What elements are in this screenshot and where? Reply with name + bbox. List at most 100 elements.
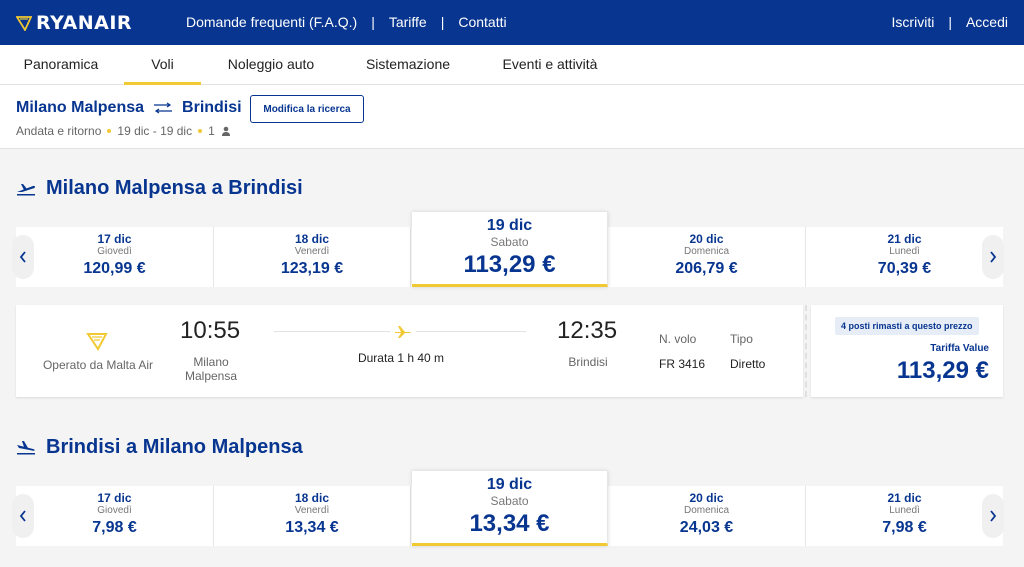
date-option[interactable]: 21 dic Lunedì 70,39 € bbox=[806, 227, 1003, 287]
weekday-label: Venerdì bbox=[294, 246, 330, 257]
weekday-label: Sabato bbox=[490, 494, 529, 508]
departure-time: 10:55 bbox=[180, 317, 241, 344]
date-option[interactable]: 21 dic Lunedì 7,98 € bbox=[806, 486, 1003, 546]
weekday-label: Giovedì bbox=[97, 505, 132, 516]
modify-search-button[interactable]: Modifica la ricerca bbox=[250, 95, 364, 123]
top-nav: Domande frequenti (F.A.Q.) | Tariffe | C… bbox=[186, 14, 507, 30]
date-option-selected[interactable]: 19 dic Sabato 113,29 € bbox=[412, 212, 608, 287]
price-label: 7,98 € bbox=[882, 519, 927, 536]
weekday-label: Lunedì bbox=[889, 246, 920, 257]
ryanair-logo[interactable]: RYANAIR bbox=[16, 12, 132, 34]
date-option[interactable]: 18 dic Venerdì 123,19 € bbox=[214, 227, 411, 287]
date-option[interactable]: 20 dic Domenica 206,79 € bbox=[608, 227, 806, 287]
plane-icon bbox=[395, 326, 411, 338]
inbound-date-carousel: 17 dic Giovedì 7,98 € 18 dic Venerdì 13,… bbox=[12, 471, 1004, 546]
route-title: Milano Malpensa Brindisi bbox=[16, 99, 242, 117]
nav-divider: | bbox=[948, 14, 952, 30]
tab-car-rental[interactable]: Noleggio auto bbox=[227, 56, 315, 72]
weekday-label: Sabato bbox=[490, 235, 529, 249]
inbound-title: Brindisi a Milano Malpensa bbox=[46, 436, 303, 458]
malta-air-logo bbox=[86, 331, 108, 356]
top-bar: RYANAIR Domande frequenti (F.A.Q.) | Tar… bbox=[0, 0, 1024, 45]
chevron-right-icon bbox=[990, 251, 997, 263]
price-label: 24,03 € bbox=[679, 519, 734, 536]
date-label: 18 dic bbox=[294, 232, 330, 246]
weekday-label: Domenica bbox=[683, 246, 730, 257]
price-label: 206,79 € bbox=[675, 260, 738, 277]
departure-plane-icon bbox=[17, 183, 35, 195]
flight-duration: Durata 1 h 40 m bbox=[357, 351, 445, 365]
price-label: 13,34 € bbox=[469, 510, 550, 537]
tab-accommodation[interactable]: Sistemazione bbox=[365, 56, 451, 72]
nav-faq-link[interactable]: Domande frequenti (F.A.Q.) bbox=[186, 14, 358, 30]
person-icon bbox=[221, 126, 230, 136]
date-option-selected[interactable]: 19 dic Sabato 13,34 € bbox=[412, 471, 608, 546]
nav-fares-link[interactable]: Tariffe bbox=[388, 14, 427, 30]
card-divider bbox=[805, 305, 807, 397]
price-label: 7,98 € bbox=[92, 519, 137, 536]
date-label: 21 dic bbox=[887, 232, 922, 246]
arrival-time: 12:35 bbox=[557, 317, 618, 344]
date-label: 18 dic bbox=[294, 491, 330, 505]
flight-number: FR 3416 bbox=[659, 357, 706, 371]
trip-dates: 19 dic - 19 dic bbox=[117, 124, 193, 138]
date-option[interactable]: 20 dic Domenica 24,03 € bbox=[608, 486, 806, 546]
chevron-right-icon bbox=[990, 510, 997, 522]
outbound-title: Milano Malpensa a Brindisi bbox=[46, 177, 303, 199]
nav-divider: | bbox=[440, 14, 445, 30]
flight-type: Diretto bbox=[730, 357, 766, 371]
prev-dates-button[interactable] bbox=[12, 494, 34, 538]
outbound-date-carousel: 17 dic Giovedì 120,99 € 18 dic Venerdì 1… bbox=[12, 212, 1004, 287]
date-label: 20 dic bbox=[689, 491, 724, 505]
harp-icon bbox=[86, 333, 108, 351]
destination-label: Brindisi bbox=[182, 99, 242, 116]
sub-nav: Panoramica Voli Noleggio auto Sistemazio… bbox=[0, 45, 1024, 85]
date-option[interactable]: 17 dic Giovedì 7,98 € bbox=[16, 486, 214, 546]
round-trip-icon bbox=[154, 102, 173, 114]
flight-card[interactable]: Operato da Malta Air 10:55 Milano Malpen… bbox=[16, 305, 803, 397]
separator-dot bbox=[198, 129, 203, 133]
weekday-label: Giovedì bbox=[97, 246, 132, 257]
login-link[interactable]: Accedi bbox=[965, 14, 1008, 30]
arrival-city: Brindisi bbox=[568, 355, 608, 369]
next-dates-button[interactable] bbox=[982, 235, 1004, 279]
tab-flights[interactable]: Voli bbox=[124, 45, 201, 85]
price-label: 113,29 € bbox=[463, 251, 556, 278]
price-label: 123,19 € bbox=[280, 260, 344, 277]
date-option[interactable]: 18 dic Venerdì 13,34 € bbox=[214, 486, 411, 546]
arrival-plane-icon bbox=[17, 440, 35, 454]
inbound-heading: Brindisi a Milano Malpensa bbox=[16, 436, 303, 459]
fare-price: 113,29 € bbox=[896, 357, 989, 384]
search-summary: Milano Malpensa Brindisi Modifica la ric… bbox=[0, 85, 1024, 149]
flight-type-label: Tipo bbox=[730, 332, 753, 346]
date-label: 17 dic bbox=[97, 491, 132, 505]
price-label: 13,34 € bbox=[285, 519, 339, 536]
passenger-count: 1 bbox=[208, 124, 215, 138]
plane-marker bbox=[390, 325, 416, 343]
price-label: 70,39 € bbox=[877, 260, 932, 277]
weekday-label: Venerdì bbox=[294, 505, 330, 516]
prev-dates-button[interactable] bbox=[12, 235, 34, 279]
nav-contacts-link[interactable]: Contatti bbox=[458, 14, 507, 30]
operator-label: Operato da Malta Air bbox=[42, 358, 154, 372]
weekday-label: Lunedì bbox=[889, 505, 920, 516]
harp-icon bbox=[16, 16, 32, 31]
brand-name: RYANAIR bbox=[36, 12, 133, 34]
tab-events[interactable]: Eventi e attività bbox=[502, 56, 598, 72]
fare-card[interactable]: 4 posti rimasti a questo prezzo Tariffa … bbox=[811, 305, 1003, 397]
date-label: 17 dic bbox=[97, 232, 132, 246]
outbound-heading: Milano Malpensa a Brindisi bbox=[16, 177, 303, 200]
next-dates-button[interactable] bbox=[982, 494, 1004, 538]
signup-link[interactable]: Iscriviti bbox=[891, 14, 935, 30]
date-option[interactable]: 17 dic Giovedì 120,99 € bbox=[16, 227, 214, 287]
tab-overview[interactable]: Panoramica bbox=[23, 56, 99, 72]
date-label: 19 dic bbox=[486, 217, 533, 234]
price-label: 120,99 € bbox=[83, 260, 146, 277]
account-links: Iscriviti | Accedi bbox=[892, 14, 1008, 30]
nav-divider: | bbox=[371, 14, 375, 30]
fare-type-label: Tariffa Value bbox=[930, 343, 989, 354]
trip-meta: Andata e ritorno 19 dic - 19 dic 1 bbox=[16, 124, 231, 138]
seats-left-badge: 4 posti rimasti a questo prezzo bbox=[835, 317, 979, 335]
departure-city: Milano Malpensa bbox=[184, 355, 238, 383]
chevron-left-icon bbox=[19, 251, 26, 263]
